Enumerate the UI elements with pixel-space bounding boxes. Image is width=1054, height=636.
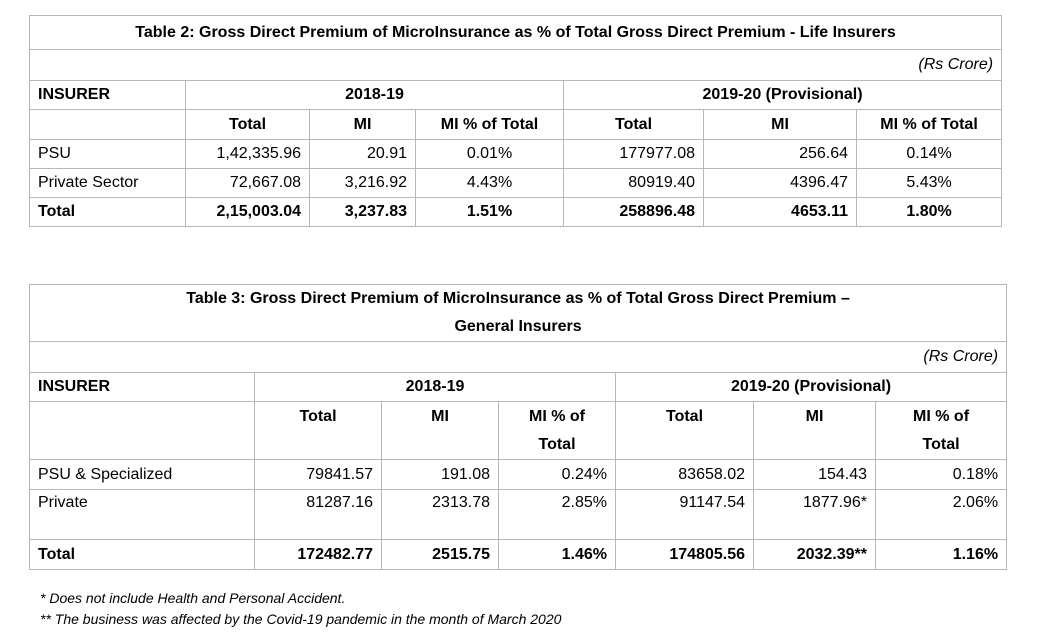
- insurer-header: INSURER: [29, 372, 255, 402]
- cell-mi-pct: 1.16%: [874, 539, 1008, 570]
- cell-total: 72,667.08: [185, 168, 310, 198]
- table-row-total: Total 172482.77 2515.75 1.46% 174805.56 …: [29, 539, 1008, 570]
- cell-mi: 154.43: [753, 459, 876, 490]
- cell-mi: 191.08: [381, 459, 499, 490]
- table-row-total: Total 2,15,003.04 3,237.83 1.51% 258896.…: [29, 197, 1003, 227]
- column-header: MI: [753, 401, 876, 460]
- period-2018-19-header: 2018-19: [185, 80, 564, 110]
- cell-mi: 4653.11: [703, 197, 857, 227]
- table-row: Private Sector 72,667.08 3,216.92 4.43% …: [29, 168, 1003, 198]
- cell-mi-pct: 2.85%: [498, 489, 616, 540]
- cell-mi-pct: 1.51%: [415, 197, 564, 227]
- row-label: PSU & Specialized: [29, 459, 255, 490]
- column-header-line-1: MI % of: [529, 407, 585, 425]
- column-header: MI % of Total: [415, 109, 564, 140]
- column-header: MI % of Total: [874, 401, 1008, 460]
- cell-total: 80919.40: [563, 168, 704, 198]
- cell-mi: 1877.96*: [753, 489, 876, 540]
- column-header: MI % of Total: [855, 109, 1003, 140]
- column-header-line-1: MI % of: [913, 407, 970, 425]
- column-header-line-2: Total: [538, 435, 576, 453]
- cell-total: 174805.56: [615, 539, 754, 570]
- cell-mi-pct: 1.46%: [498, 539, 616, 570]
- column-header: MI: [703, 109, 857, 140]
- cell-total: 81287.16: [254, 489, 382, 540]
- cell-mi: 3,216.92: [309, 168, 416, 198]
- column-header: Total: [185, 109, 310, 140]
- cell-total: 2,15,003.04: [185, 197, 310, 227]
- column-header: Total: [615, 401, 754, 460]
- row-label: Total: [29, 539, 255, 570]
- row-label: Private: [29, 489, 255, 540]
- cell-mi-pct: 0.24%: [498, 459, 616, 490]
- cell-mi: 3,237.83: [309, 197, 416, 227]
- column-header: MI % of Total: [498, 401, 616, 460]
- cell-total: 258896.48: [563, 197, 704, 227]
- cell-total: 177977.08: [563, 139, 704, 169]
- table-row: PSU 1,42,335.96 20.91 0.01% 177977.08 25…: [29, 139, 1003, 169]
- cell-mi: 20.91: [309, 139, 416, 169]
- column-header-line-2: Total: [922, 435, 960, 453]
- cell-total: 91147.54: [615, 489, 754, 540]
- cell-mi: 2032.39**: [753, 539, 876, 570]
- table-2-title: Table 2: Gross Direct Premium of MicroIn…: [28, 15, 1003, 50]
- cell-mi-pct: 1.80%: [855, 197, 1003, 227]
- column-header: Total: [254, 401, 382, 460]
- column-header: MI: [309, 109, 416, 140]
- insurer-header: INSURER: [29, 80, 186, 110]
- table-3-unit: (Rs Crore): [28, 341, 1008, 373]
- footnote-1: * Does not include Health and Personal A…: [40, 590, 346, 606]
- table-3-title: Table 3: Gross Direct Premium of MicroIn…: [28, 284, 1008, 342]
- row-label: Private Sector: [29, 168, 186, 198]
- column-header: Total: [563, 109, 704, 140]
- cell-mi: 2515.75: [381, 539, 499, 570]
- table-3-general-insurers: Table 3: Gross Direct Premium of MicroIn…: [28, 284, 1008, 570]
- cell-mi: 256.64: [703, 139, 857, 169]
- cell-mi-pct: 2.06%: [874, 489, 1008, 540]
- period-2019-20-header: 2019-20 (Provisional): [562, 80, 1003, 110]
- footnote-2: ** The business was affected by the Covi…: [40, 611, 562, 627]
- cell-total: 172482.77: [254, 539, 382, 570]
- cell-mi-pct: 0.14%: [855, 139, 1003, 169]
- table-3-title-line-2: General Insurers: [454, 318, 582, 335]
- column-header: MI: [381, 401, 499, 460]
- cell-mi-pct: 5.43%: [855, 168, 1003, 198]
- cell-mi: 4396.47: [703, 168, 857, 198]
- table-2-unit: (Rs Crore): [28, 49, 1003, 81]
- table-row: Private 81287.16 2313.78 2.85% 91147.54 …: [29, 489, 1008, 540]
- cell-mi-pct: 0.18%: [874, 459, 1008, 490]
- period-2019-20-header: 2019-20 (Provisional): [614, 372, 1008, 402]
- empty-cell: [29, 109, 186, 140]
- cell-total: 79841.57: [254, 459, 382, 490]
- table-2-life-insurers: Table 2: Gross Direct Premium of MicroIn…: [28, 15, 1003, 227]
- row-label: PSU: [29, 139, 186, 169]
- empty-cell: [29, 401, 255, 460]
- cell-mi-pct: 4.43%: [415, 168, 564, 198]
- table-3-title-line-1: Table 3: Gross Direct Premium of MicroIn…: [186, 290, 850, 307]
- row-label: Total: [29, 197, 186, 227]
- period-2018-19-header: 2018-19: [254, 372, 616, 402]
- cell-mi-pct: 0.01%: [415, 139, 564, 169]
- cell-total: 83658.02: [615, 459, 754, 490]
- cell-mi: 2313.78: [381, 489, 499, 540]
- cell-total: 1,42,335.96: [185, 139, 310, 169]
- table-row: PSU & Specialized 79841.57 191.08 0.24% …: [29, 459, 1008, 490]
